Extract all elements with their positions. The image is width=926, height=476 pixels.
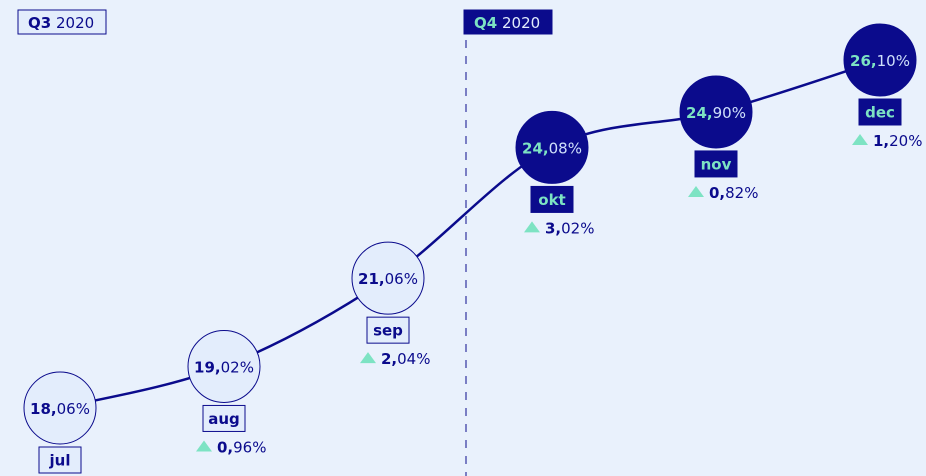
month-box — [38, 446, 82, 474]
period-quarter: Q3 — [28, 14, 51, 32]
period-label: Q3 2020 — [28, 14, 94, 32]
month-box — [366, 316, 410, 344]
change-label: 3,02% — [545, 219, 594, 237]
change-label: 2,04% — [381, 350, 430, 368]
value-label: 21,06% — [358, 270, 418, 288]
period-year: 2020 — [502, 14, 540, 32]
month-label: dec — [865, 104, 895, 122]
month-label: nov — [701, 155, 732, 173]
change-arrow — [360, 352, 376, 364]
change-label: 1,20% — [873, 132, 922, 150]
period-year: 2020 — [56, 14, 94, 32]
value-label: 19,02% — [194, 358, 254, 376]
month-label: jul — [49, 452, 71, 470]
month-label: sep — [373, 322, 403, 340]
trend-line — [59, 58, 881, 410]
month-label: aug — [208, 410, 240, 428]
change-arrow — [196, 440, 212, 452]
change-arrow — [688, 185, 704, 197]
change-arrow — [524, 221, 540, 233]
value-circle — [23, 371, 97, 445]
value-label: 24,90% — [686, 103, 746, 121]
period-box — [463, 9, 553, 35]
value-circle — [679, 75, 753, 149]
value-circle — [515, 110, 589, 184]
value-label: 26,10% — [850, 52, 910, 70]
change-label: 0,96% — [217, 438, 266, 456]
value-label: 24,08% — [522, 139, 582, 157]
month-box — [858, 98, 902, 126]
change-label: 0,82% — [709, 183, 758, 201]
value-circle — [351, 241, 425, 315]
period-quarter: Q4 — [474, 14, 497, 32]
period-box — [17, 9, 107, 35]
change-arrow — [852, 134, 868, 145]
value-circle — [843, 23, 917, 97]
month-box — [694, 150, 738, 178]
period-label: Q4 2020 — [474, 14, 540, 32]
month-box — [202, 404, 246, 432]
month-box — [530, 185, 574, 213]
month-label: okt — [538, 191, 565, 209]
value-label: 18,06% — [30, 400, 90, 418]
value-circle — [187, 329, 261, 403]
